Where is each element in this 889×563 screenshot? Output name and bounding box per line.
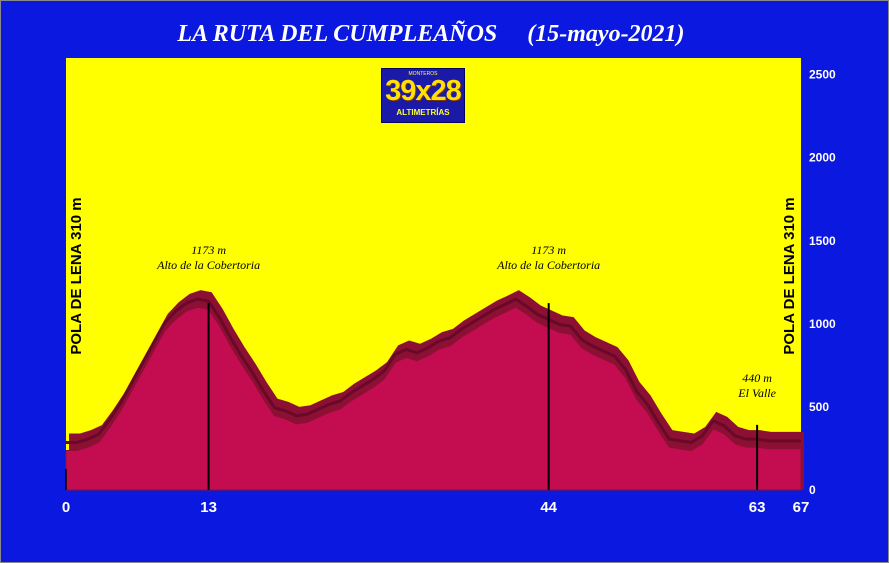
logo-bottom-text: ALTIMETRÍAS: [396, 108, 450, 117]
peak-name-label: Alto de la Cobertoria: [156, 258, 260, 272]
logo-main-text: 39x28: [385, 75, 462, 107]
x-tick-label: 13: [200, 499, 217, 516]
start-location-label: POLA DE LENA 310 m: [68, 197, 85, 354]
peak-name-label: Alto de la Cobertoria: [496, 258, 600, 272]
end-location-label: POLA DE LENA 310 m: [781, 197, 798, 354]
peak-name-label: El Valle: [737, 386, 776, 400]
chart-title: LA RUTA DEL CUMPLEAÑOS (15-mayo-2021): [177, 21, 685, 47]
x-tick-label: 44: [540, 499, 557, 516]
y-tick-label: 1500: [809, 234, 836, 248]
y-tick-label: 500: [809, 400, 829, 414]
profile-area: [65, 306, 802, 491]
y-tick-label: 1000: [809, 317, 836, 331]
peak-elevation-label: 440 m: [742, 371, 772, 385]
logo-top-text: MONTEROS: [408, 71, 438, 77]
profile-ridge-line: [66, 297, 801, 444]
x-tick-label: 0: [62, 499, 70, 516]
peak-elevation-label: 1173 m: [531, 243, 566, 257]
peak-elevation-label: 1173 m: [191, 243, 226, 257]
y-tick-label: 2500: [809, 68, 836, 82]
y-tick-label: 2000: [809, 151, 836, 165]
y-tick-label: 0: [809, 483, 816, 497]
x-tick-label: 67: [793, 499, 810, 516]
x-tick-label: 63: [749, 499, 766, 516]
altimetrias-logo: MONTEROS 39x28 ALTIMETRÍAS: [381, 68, 465, 123]
